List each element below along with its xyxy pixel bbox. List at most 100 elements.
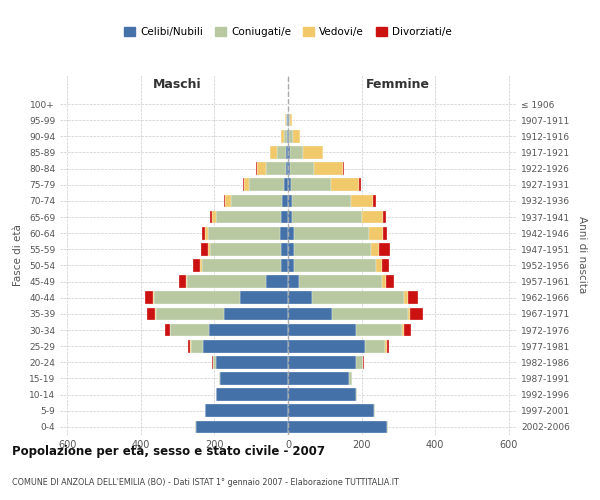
- Bar: [153, 292, 154, 304]
- Bar: [386, 340, 389, 352]
- Bar: [193, 259, 200, 272]
- Bar: [288, 404, 374, 417]
- Bar: [331, 178, 359, 191]
- Bar: [286, 114, 287, 126]
- Bar: [216, 388, 288, 401]
- Bar: [269, 146, 277, 159]
- Bar: [387, 420, 388, 433]
- Bar: [382, 259, 389, 272]
- Bar: [281, 130, 284, 142]
- Bar: [187, 276, 266, 288]
- Bar: [224, 308, 288, 320]
- Bar: [287, 130, 288, 142]
- Bar: [216, 211, 281, 224]
- Bar: [288, 146, 290, 159]
- Bar: [343, 162, 344, 175]
- Bar: [154, 292, 240, 304]
- Bar: [145, 292, 153, 304]
- Bar: [312, 292, 404, 304]
- Bar: [179, 276, 186, 288]
- Bar: [288, 227, 293, 239]
- Bar: [292, 194, 350, 207]
- Bar: [277, 146, 286, 159]
- Bar: [382, 276, 386, 288]
- Bar: [288, 324, 356, 336]
- Bar: [385, 340, 386, 352]
- Bar: [371, 243, 379, 256]
- Bar: [362, 211, 383, 224]
- Bar: [288, 259, 293, 272]
- Bar: [376, 259, 382, 272]
- Bar: [186, 276, 187, 288]
- Bar: [205, 227, 208, 239]
- Bar: [219, 372, 220, 385]
- Bar: [293, 243, 371, 256]
- Bar: [188, 340, 190, 352]
- Bar: [209, 324, 288, 336]
- Bar: [224, 194, 226, 207]
- Text: Maschi: Maschi: [154, 78, 202, 91]
- Bar: [288, 162, 290, 175]
- Bar: [281, 243, 288, 256]
- Bar: [212, 211, 216, 224]
- Bar: [256, 162, 257, 175]
- Bar: [214, 356, 216, 368]
- Bar: [293, 227, 369, 239]
- Bar: [250, 178, 284, 191]
- Bar: [147, 308, 155, 320]
- Bar: [288, 194, 292, 207]
- Bar: [404, 324, 411, 336]
- Bar: [165, 324, 170, 336]
- Bar: [350, 194, 373, 207]
- Bar: [402, 324, 404, 336]
- Bar: [280, 227, 288, 239]
- Bar: [288, 276, 299, 288]
- Bar: [205, 404, 288, 417]
- Bar: [209, 243, 281, 256]
- Bar: [288, 211, 292, 224]
- Text: COMUNE DI ANZOLA DELL'EMILIA (BO) - Dati ISTAT 1° gennaio 2007 - Elaborazione TU: COMUNE DI ANZOLA DELL'EMILIA (BO) - Dati…: [12, 478, 399, 487]
- Bar: [202, 227, 205, 239]
- Bar: [290, 146, 303, 159]
- Bar: [288, 372, 349, 385]
- Bar: [212, 356, 214, 368]
- Bar: [303, 146, 323, 159]
- Bar: [191, 340, 203, 352]
- Bar: [200, 259, 202, 272]
- Bar: [283, 194, 288, 207]
- Bar: [288, 292, 312, 304]
- Bar: [365, 340, 385, 352]
- Bar: [190, 340, 191, 352]
- Bar: [373, 194, 376, 207]
- Bar: [293, 259, 376, 272]
- Bar: [281, 211, 288, 224]
- Bar: [289, 114, 290, 126]
- Bar: [202, 259, 281, 272]
- Bar: [266, 162, 286, 175]
- Bar: [407, 308, 410, 320]
- Bar: [208, 227, 280, 239]
- Bar: [284, 130, 287, 142]
- Bar: [410, 308, 424, 320]
- Bar: [289, 130, 293, 142]
- Bar: [356, 356, 362, 368]
- Bar: [290, 114, 292, 126]
- Bar: [231, 194, 283, 207]
- Bar: [332, 308, 407, 320]
- Bar: [220, 372, 288, 385]
- Bar: [208, 243, 209, 256]
- Y-axis label: Fasce di età: Fasce di età: [13, 224, 23, 286]
- Bar: [383, 227, 387, 239]
- Bar: [155, 308, 224, 320]
- Bar: [349, 372, 352, 385]
- Bar: [215, 388, 216, 401]
- Bar: [196, 420, 288, 433]
- Bar: [203, 340, 288, 352]
- Bar: [288, 340, 365, 352]
- Bar: [404, 292, 407, 304]
- Text: Femmine: Femmine: [367, 78, 430, 91]
- Bar: [314, 162, 343, 175]
- Bar: [362, 356, 364, 368]
- Bar: [284, 178, 288, 191]
- Bar: [266, 276, 288, 288]
